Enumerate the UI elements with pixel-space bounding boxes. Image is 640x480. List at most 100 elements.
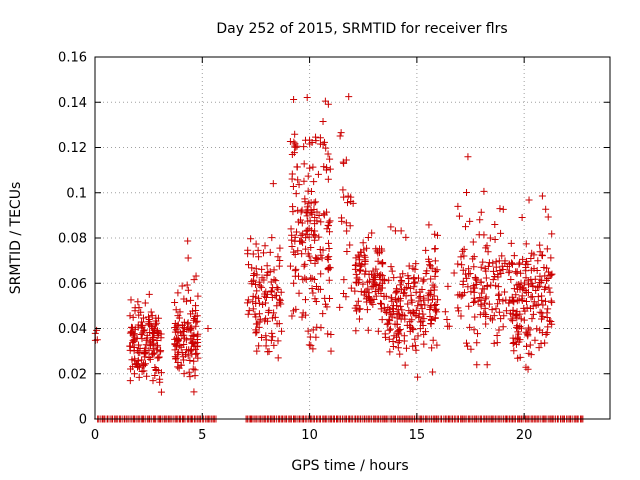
data-point [185, 346, 193, 354]
data-point [312, 254, 320, 262]
data-point [343, 227, 351, 235]
data-point [327, 331, 335, 339]
data-point [420, 330, 428, 338]
data-point [544, 323, 552, 331]
data-point [93, 326, 101, 334]
data-point [150, 349, 158, 357]
data-point [301, 260, 309, 268]
data-point [509, 306, 517, 314]
data-point [303, 209, 311, 217]
data-point [495, 308, 503, 316]
data-point [499, 205, 507, 213]
data-point [303, 203, 311, 211]
data-point [310, 199, 318, 207]
data-point [390, 274, 398, 282]
data-point [272, 277, 280, 285]
data-point [476, 216, 484, 224]
data-point [336, 132, 344, 140]
data-point [519, 255, 527, 263]
data-point [252, 265, 260, 273]
data-point [427, 262, 435, 270]
data-point [142, 341, 150, 349]
data-point [398, 278, 406, 286]
data-point [356, 305, 364, 313]
data-point [244, 296, 252, 304]
data-point [494, 273, 502, 281]
data-point [420, 340, 428, 348]
data-point [458, 247, 466, 255]
data-point [298, 219, 306, 227]
y-tick-label: 0 [79, 413, 87, 428]
data-point [405, 262, 413, 270]
data-point [139, 314, 147, 322]
data-point [268, 234, 276, 242]
data-point [431, 314, 439, 322]
data-point [512, 291, 520, 299]
data-point [261, 242, 269, 250]
data-point [401, 315, 409, 323]
data-point [346, 222, 354, 230]
data-point [543, 309, 551, 317]
x-axis-label: GPS time / hours [291, 458, 408, 474]
data-point [288, 242, 296, 250]
data-point [304, 172, 312, 180]
data-point [542, 331, 550, 339]
data-point [324, 100, 332, 108]
data-point [444, 282, 452, 290]
data-point [320, 210, 328, 218]
data-point [491, 235, 499, 243]
data-point [484, 248, 492, 256]
data-point [307, 256, 315, 264]
data-point [244, 246, 252, 254]
data-point [293, 228, 301, 236]
data-point [381, 307, 389, 315]
y-tick-label: 0.06 [58, 277, 87, 292]
data-point [403, 321, 411, 329]
data-point [300, 160, 308, 168]
data-point [134, 362, 142, 370]
data-point [433, 341, 441, 349]
data-point [484, 262, 492, 270]
data-point [372, 281, 380, 289]
data-point [508, 259, 516, 267]
data-point [351, 287, 359, 295]
data-point [459, 277, 467, 285]
data-point [357, 248, 365, 256]
data-point [385, 315, 393, 323]
y-tick-label: 0.16 [58, 51, 87, 66]
data-point [317, 251, 325, 259]
data-point [270, 309, 278, 317]
data-point [290, 279, 298, 287]
data-point [323, 225, 331, 233]
data-point [288, 312, 296, 320]
data-point [302, 234, 310, 242]
data-point [172, 306, 180, 314]
data-point [534, 293, 542, 301]
data-point [427, 302, 435, 310]
data-point [402, 344, 410, 352]
data-point [488, 306, 496, 314]
data-point [421, 301, 429, 309]
data-point [414, 332, 422, 340]
data-point [536, 308, 544, 316]
data-point [425, 221, 433, 229]
data-point [177, 343, 185, 351]
data-point [193, 343, 201, 351]
data-point [340, 193, 348, 201]
data-point [314, 285, 322, 293]
data-point [412, 346, 420, 354]
data-point [274, 354, 282, 362]
data-point [308, 210, 316, 218]
data-point [174, 328, 182, 336]
data-point [470, 298, 478, 306]
data-point [145, 318, 153, 326]
y-tick-label: 0.08 [58, 232, 87, 247]
data-point [386, 348, 394, 356]
data-point [300, 262, 308, 270]
data-point [277, 288, 285, 296]
data-point [149, 377, 157, 385]
data-point [520, 316, 528, 324]
data-point [526, 341, 534, 349]
data-point [140, 361, 148, 369]
